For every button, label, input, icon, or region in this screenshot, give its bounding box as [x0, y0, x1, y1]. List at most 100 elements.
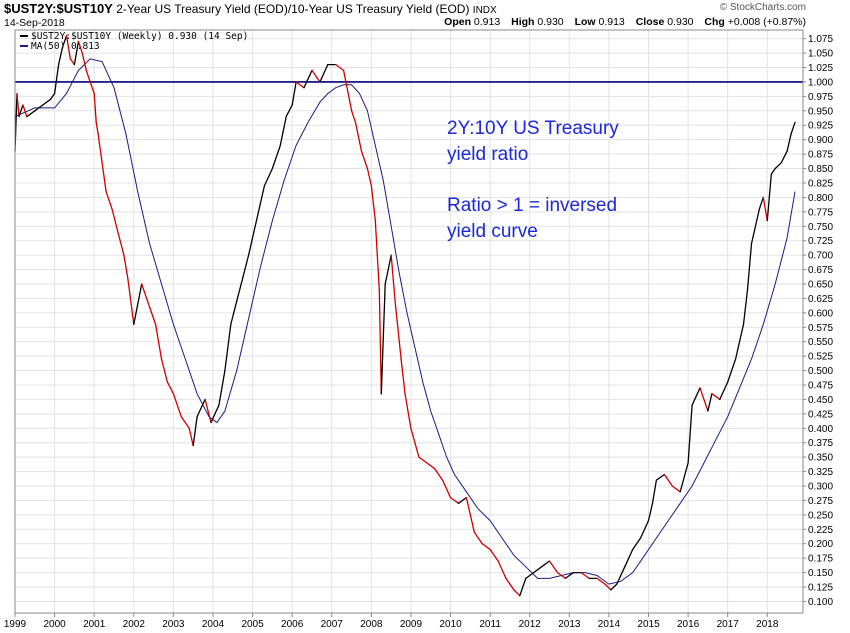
price-segment [303, 69, 313, 89]
annotation-line-1: 2Y:10Y US Treasury [447, 118, 619, 139]
price-segment [342, 69, 353, 112]
y-tick-label: 0.250 [808, 510, 833, 521]
price-segment [548, 560, 559, 574]
price-segment [750, 208, 761, 245]
price-segment [319, 63, 329, 83]
low-value: 0.913 [598, 16, 625, 28]
high-label: High [511, 16, 535, 28]
price-segment [16, 92, 20, 118]
price-segment [604, 583, 612, 591]
x-tick-label: 2004 [202, 619, 225, 630]
price-segment [285, 104, 293, 118]
chg-label: Chg [704, 16, 725, 28]
grid [14, 30, 803, 613]
price-segment [679, 462, 689, 493]
price-segment [384, 254, 392, 285]
y-tick-label: 0.400 [808, 424, 833, 435]
x-tick-label: 2011 [479, 619, 501, 630]
open-value: 0.913 [473, 16, 501, 28]
price-segment [513, 589, 521, 597]
price-segment [380, 283, 386, 395]
y-tick-label: 0.150 [808, 568, 833, 579]
x-tick-label: 2012 [519, 619, 542, 630]
price-segment [418, 456, 428, 464]
price-segment [18, 104, 24, 118]
price-segment [53, 63, 60, 95]
price-segment [610, 583, 618, 591]
price-segment [734, 323, 745, 360]
y-axis-ticks: 1.075 1.050 1.025 1.000 0.975 0.950 0.925 0.900… [803, 34, 833, 608]
price-segment [481, 543, 491, 551]
price-segment [711, 393, 721, 401]
brand-watermark: © StockCharts.com [719, 2, 806, 13]
price-segment [758, 196, 764, 210]
price-segment [762, 196, 768, 222]
y-tick-label: 0.775 [808, 207, 833, 218]
y-tick-label: 1.025 [808, 63, 833, 74]
price-segment [742, 289, 749, 326]
price-segment [519, 577, 527, 597]
price-segment [111, 208, 119, 233]
x-tick-label: 2000 [43, 619, 66, 630]
price-segment [719, 381, 729, 401]
price-segment [394, 300, 402, 360]
price-segment [224, 323, 232, 372]
y-tick-label: 0.650 [808, 279, 833, 290]
y-tick-label: 0.100 [808, 597, 833, 608]
legend-ma-label: MA(50) 0.813 [31, 41, 100, 52]
price-segment [204, 398, 212, 424]
price-segment [89, 81, 95, 95]
price-segment [366, 167, 373, 187]
price-segment [97, 133, 103, 164]
y-tick-label: 0.675 [808, 265, 833, 276]
price-segment [727, 358, 737, 383]
price-segment [556, 571, 567, 580]
price-segment [279, 115, 287, 147]
price-segment [291, 81, 297, 106]
price-segment [295, 81, 305, 89]
price-segment [247, 219, 258, 256]
price-segment [360, 150, 369, 170]
high-value: 0.930 [537, 16, 564, 28]
x-tick-label: 2016 [677, 619, 700, 630]
price-segment [400, 358, 406, 395]
y-tick-label: 0.550 [808, 337, 833, 348]
price-segment [148, 306, 157, 326]
price-segment [123, 254, 129, 279]
y-tick-label: 0.825 [808, 178, 833, 189]
ohlc-readout: Open 0.913 High 0.930 Low 0.913 Close 0.… [444, 16, 806, 28]
y-tick-label: 0.900 [808, 135, 833, 146]
price-segment [774, 162, 782, 170]
y-tick-label: 0.800 [808, 193, 833, 204]
x-tick-label: 2007 [321, 619, 344, 630]
y-tick-label: 0.175 [808, 554, 833, 565]
price-segment [370, 185, 376, 222]
price-segment [188, 427, 194, 447]
y-tick-label: 0.600 [808, 308, 833, 319]
y-tick-label: 0.525 [808, 352, 833, 363]
y-tick-label: 0.325 [808, 467, 833, 478]
price-segment [687, 404, 693, 464]
price-segment [218, 369, 226, 406]
x-tick-label: 2009 [400, 619, 423, 630]
annotation-line-2: yield ratio [447, 144, 528, 165]
chart-title: $UST2Y:$UST10Y 2-Year US Treasury Yield … [4, 1, 497, 16]
x-tick-label: 2006 [281, 619, 304, 630]
x-tick-label: 2005 [241, 619, 264, 630]
y-tick-label: 0.925 [808, 121, 833, 132]
y-tick-label: 1.050 [808, 49, 833, 60]
x-tick-label: 2015 [637, 619, 660, 630]
price-segment [69, 58, 76, 66]
price-segment [699, 387, 709, 412]
x-tick-label: 2001 [83, 619, 106, 630]
price-segment [230, 300, 238, 326]
y-tick-label: 0.350 [808, 453, 833, 464]
open-label: Open [444, 16, 471, 28]
x-tick-label: 2010 [439, 619, 462, 630]
y-tick-label: 0.225 [808, 525, 833, 536]
price-segment [780, 150, 788, 164]
chart-date: 14-Sep-2018 [4, 17, 65, 29]
price-segment [786, 133, 792, 152]
price-segment [180, 416, 190, 429]
y-tick-label: 0.975 [808, 92, 833, 103]
